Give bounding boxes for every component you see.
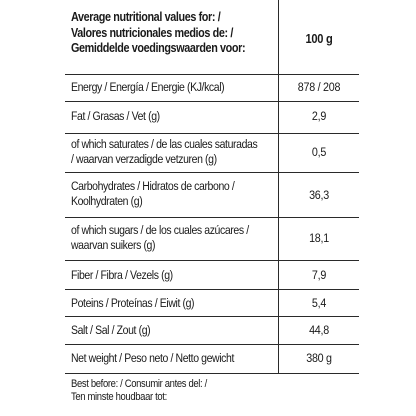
footer-line: Best before: / Consumir antes del: /: [71, 378, 207, 390]
row-label-line: waarvan suikers (g): [71, 238, 156, 252]
row-label-fiber: Fiber / Fibra / Vezels (g): [71, 268, 173, 283]
row-value-net-weight: 380 g: [306, 351, 332, 365]
column-divider: [278, 0, 279, 374]
row-label-salt: Salt / Sal / Zout (g): [71, 323, 151, 338]
row-label-carbohydrates: Carbohydrates / Hidratos de carbono / Ko…: [71, 179, 235, 209]
row-label-line: of which sugars / de los cuales azúcares…: [71, 223, 249, 237]
row-divider: [65, 316, 359, 317]
row-divider: [65, 74, 359, 75]
row-value-saturates: 0,5: [311, 145, 327, 159]
row-label-line: Salt / Sal / Zout (g): [71, 323, 151, 337]
best-before-footer: Best before: / Consumir antes del: / Ten…: [71, 378, 207, 403]
row-label-line: Poteins / Proteínas / Eiwit (g): [71, 296, 195, 310]
row-value-fiber: 7,9: [311, 268, 327, 282]
row-label-line: Carbohydrates / Hidratos de carbono /: [71, 179, 235, 193]
row-divider: [65, 373, 359, 374]
footer-line: Ten minste houdbaar tot:: [71, 390, 167, 403]
header-title-line: Valores nutricionales medios de: /: [71, 25, 234, 40]
row-divider: [65, 344, 359, 345]
row-label-line: of which saturates / de las cuales satur…: [71, 137, 258, 151]
row-label-fat: Fat / Grasas / Vet (g): [71, 109, 160, 124]
row-label-line: Fat / Grasas / Vet (g): [71, 109, 160, 123]
row-divider: [65, 172, 359, 173]
row-label-line: Energy / Energía / Energie (KJ/kcal): [71, 80, 225, 94]
row-divider: [65, 133, 359, 134]
row-divider: [65, 101, 359, 102]
row-label-line: Koolhydraten (g): [71, 194, 143, 208]
row-label-saturates: of which saturates / de las cuales satur…: [71, 137, 258, 167]
row-value-carbohydrates: 36,3: [309, 188, 329, 202]
row-value-fat: 2,9: [311, 109, 327, 123]
row-label-energy: Energy / Energía / Energie (KJ/kcal): [71, 80, 225, 95]
row-divider: [65, 289, 359, 290]
row-label-proteins: Poteins / Proteínas / Eiwit (g): [71, 296, 195, 311]
header-title: Average nutritional values for: / Valore…: [71, 10, 246, 57]
row-divider: [65, 217, 359, 218]
per-100g-header: 100 g: [305, 32, 333, 46]
row-value-energy: 878 / 208: [297, 80, 341, 94]
row-label-line: Net weight / Peso neto / Netto gewicht: [71, 351, 234, 365]
row-label-line: Fiber / Fibra / Vezels (g): [71, 268, 173, 282]
row-value-proteins: 5,4: [311, 296, 327, 310]
row-value-salt: 44,8: [309, 323, 329, 337]
nutrition-label: Average nutritional values for: / Valore…: [65, 0, 359, 416]
row-label-line: / waarvan verzadigde vetzuren (g): [71, 152, 217, 166]
row-value-sugars: 18,1: [309, 231, 329, 245]
row-divider: [65, 260, 359, 261]
row-label-net-weight: Net weight / Peso neto / Netto gewicht: [71, 351, 234, 366]
header-title-line: Gemiddelde voedingswaarden voor:: [71, 41, 246, 55]
header-title-line: Average nutritional values for: /: [71, 10, 221, 24]
row-label-sugars: of which sugars / de los cuales azúcares…: [71, 223, 249, 253]
